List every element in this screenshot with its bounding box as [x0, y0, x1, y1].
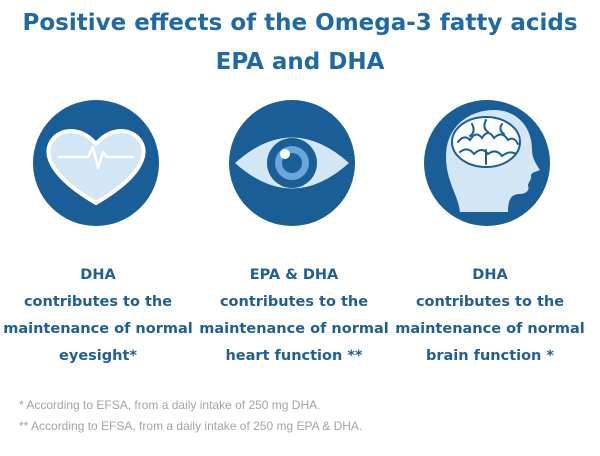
- heart-icon: [33, 100, 159, 226]
- caption-line: contributes to the: [219, 294, 369, 310]
- caption-line: contributes to the: [23, 294, 173, 310]
- footnote-dha: * According to EFSA, from a daily intake…: [19, 398, 321, 412]
- caption-eyesight: DHA contributes to the maintenance of no…: [0, 262, 196, 370]
- caption-line: brain function *: [425, 348, 555, 364]
- caption-line: heart function **: [225, 348, 363, 364]
- caption-brain-function: DHA contributes to the maintenance of no…: [392, 262, 588, 370]
- caption-line: maintenance of normal: [3, 321, 193, 337]
- caption-head: DHA: [80, 267, 116, 283]
- eye-icon: [229, 100, 355, 226]
- caption-heart-function: EPA & DHA contributes to the maintenance…: [196, 262, 392, 370]
- caption-line: maintenance of normal: [395, 321, 585, 337]
- caption-head: EPA & DHA: [249, 267, 339, 283]
- page-title-line-2: EPA and DHA: [215, 49, 385, 75]
- page-title-line-1: Positive effects of the Omega-3 fatty ac…: [22, 10, 578, 36]
- caption-line: contributes to the: [415, 294, 565, 310]
- caption-line: eyesight*: [59, 348, 137, 364]
- caption-line: maintenance of normal: [199, 321, 389, 337]
- footnote-epa-dha: ** According to EFSA, from a daily intak…: [19, 419, 363, 433]
- caption-head: DHA: [472, 267, 508, 283]
- brain-icon: [424, 100, 550, 226]
